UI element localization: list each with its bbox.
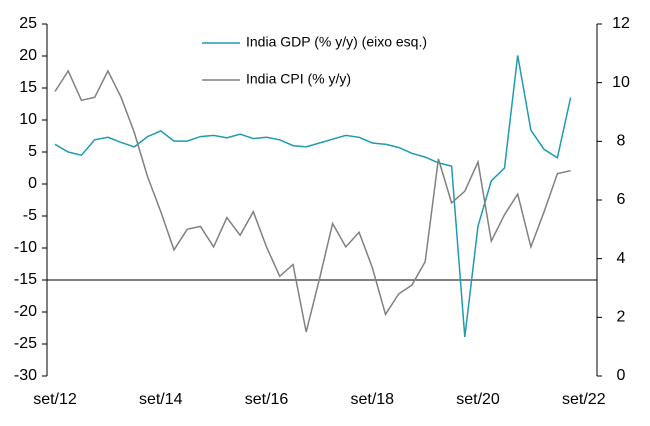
x-tick-label: set/22 <box>562 391 606 408</box>
y-tick-label: -25 <box>14 335 37 352</box>
x-tick-label: set/20 <box>456 391 500 408</box>
y-tick-label: 0 <box>28 175 37 192</box>
y-tick-label: 15 <box>19 79 37 96</box>
x-tick-label: set/18 <box>350 391 394 408</box>
y-tick-label: 25 <box>19 15 37 32</box>
x-tick-label: set/14 <box>139 391 183 408</box>
y-tick-label: -15 <box>14 271 37 288</box>
series-line <box>54 55 572 338</box>
legend-label: India CPI (% y/y) <box>246 71 351 87</box>
y2-tick-label: 2 <box>617 309 626 326</box>
y-tick-label: 20 <box>19 47 37 64</box>
x-tick-label: set/16 <box>245 391 289 408</box>
y-tick-label: 10 <box>19 111 37 128</box>
y-tick-label: -5 <box>23 207 37 224</box>
y2-tick-label: 0 <box>617 367 626 384</box>
x-tick-label: set/12 <box>33 391 77 408</box>
y-tick-label: -10 <box>14 239 37 256</box>
y2-tick-label: 6 <box>617 191 626 208</box>
y2-tick-label: 12 <box>612 15 630 32</box>
y2-tick-label: 8 <box>617 133 626 150</box>
y-tick-label: -30 <box>14 367 37 384</box>
series-line <box>54 69 571 333</box>
legend-label: India GDP (% y/y) (eixo esq.) <box>246 34 427 50</box>
y-tick-label: -20 <box>14 303 37 320</box>
y-tick-label: 5 <box>28 143 37 160</box>
y2-tick-label: 4 <box>617 250 626 267</box>
y2-tick-label: 10 <box>612 74 630 91</box>
